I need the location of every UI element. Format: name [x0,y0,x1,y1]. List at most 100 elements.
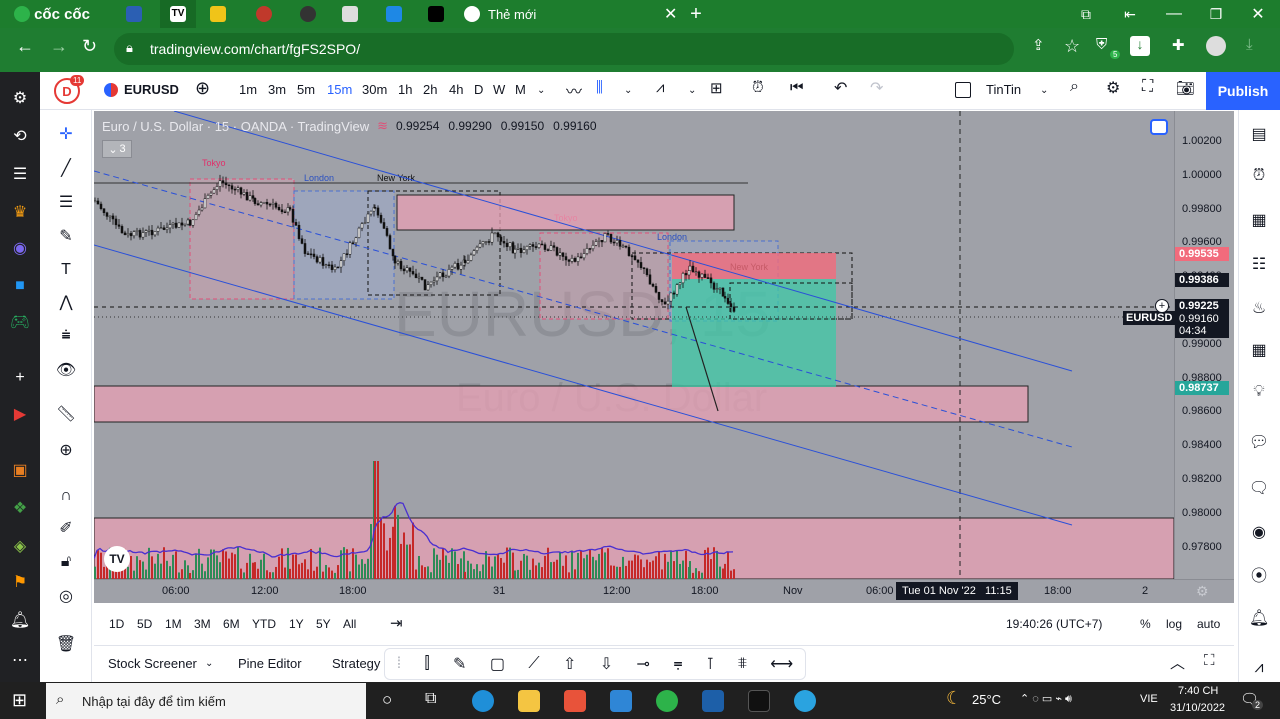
arrow-down-icon[interactable]: ⇩ [599,656,614,673]
windows-start-icon[interactable]: ⊞ [12,690,28,710]
text-tool-icon[interactable]: T [61,261,71,278]
collapse-indicators-button[interactable]: ⌄ 3 [102,140,132,158]
messenger-icon[interactable]: ◉ [13,240,27,257]
tab-pine-editor[interactable]: Pine Editor [238,656,302,671]
clock-time[interactable]: 7:40 CH [1178,685,1219,697]
messages-icon[interactable]: 🗨︎ [1248,480,1270,497]
tab-5[interactable] [296,0,320,28]
time-axis[interactable] [94,579,1234,603]
trend-help-icon[interactable]: ⩘ [1254,659,1264,676]
range-1d[interactable]: 1D [109,617,125,631]
zoom-in-icon[interactable]: ⊕ [59,442,73,459]
metatrader-icon[interactable] [702,690,724,712]
tab-6[interactable] [338,0,362,28]
snapshot-camera-icon[interactable]: 📷︎ [1176,80,1196,97]
replay-icon[interactable]: ⏮ [790,79,804,96]
live-icon[interactable]: ⦿ [1250,568,1267,585]
fullscreen-icon[interactable]: ⛶ [1142,78,1154,95]
tray-icons[interactable]: ⌃ ◌ ▭ ⌁ 🔊︎ [1020,693,1072,705]
user-avatar[interactable]: D [54,78,80,104]
tradingview-logo-icon[interactable]: TV [104,546,130,572]
brush-tool-icon[interactable]: ✎ [453,656,467,673]
close-window-button[interactable]: ✕ [1251,6,1265,23]
log-toggle[interactable]: log [1166,617,1183,631]
youtube-icon[interactable]: ▶ [13,406,27,423]
pin-icon[interactable]: ⇤ [1124,5,1136,22]
back-icon[interactable]: ← [16,36,34,56]
interval-1m[interactable]: 1m [239,82,258,97]
telegram-icon[interactable] [794,690,816,712]
forward-icon[interactable]: → [50,36,68,56]
symbol-search[interactable]: EURUSD [124,82,179,97]
chart-type-dropdown-icon[interactable]: ⌄ [624,85,633,96]
interval-2h[interactable]: 2h [423,82,438,97]
temperature[interactable]: 25°C [972,692,1002,707]
tab-7[interactable] [382,0,406,28]
prediction-icon[interactable]: ⩧ [61,327,71,344]
range-3m[interactable]: 3M [194,617,211,631]
tab-strategy[interactable]: Strategy [332,656,381,671]
interval-dropdown-icon[interactable]: ⌄ [537,85,546,96]
interval-W[interactable]: W [493,82,506,97]
extension-shield-icon[interactable]: ⛨ [1096,36,1108,53]
demand-zone[interactable] [93,385,1029,423]
range-6m[interactable]: 6M [223,617,240,631]
sync-icon[interactable] [1150,119,1168,135]
new-tab-button[interactable]: + [690,2,702,25]
cortana-icon[interactable]: ○ [382,690,393,709]
expand-panel-icon[interactable]: ︿ [1170,655,1186,672]
coccoc-taskbar-icon[interactable] [656,690,678,712]
channel-lower[interactable] [93,244,1073,526]
profile-avatar[interactable] [1206,36,1226,56]
price-axis[interactable] [1174,111,1234,579]
horizontal-ray-icon[interactable]: ⊸ [636,656,650,673]
interval-15m[interactable]: 15m [327,82,353,97]
magnet-icon[interactable]: ∩ [60,487,72,504]
visibility-icon[interactable]: ◎ [59,588,73,605]
arrow-up-icon[interactable]: ⇧ [562,656,577,673]
drag-handle-icon[interactable]: ⁞ [396,655,402,672]
reading-list-icon[interactable]: ☰ [12,166,28,183]
undo-icon[interactable]: ↶ [834,80,848,97]
chart-type-line-icon[interactable]: 〰 [566,84,583,101]
url-field[interactable]: 🔒︎ tradingview.com/chart/fgFS2SPO/ [114,33,1014,65]
chart-svg[interactable]: EURUSD, 15 Euro / U.S. Dollar Tokyo Lond… [93,110,1175,580]
history-icon[interactable]: ⟲ [13,128,27,145]
browser-brand[interactable]: cốc cốc [4,0,100,28]
file-explorer-icon[interactable] [518,690,540,712]
edge-icon[interactable] [472,690,494,712]
data-window-icon[interactable]: ☷ [1251,256,1267,273]
close-tab-icon[interactable]: ✕ [664,6,678,23]
projection-arrow[interactable] [685,306,719,412]
streams-icon[interactable]: ◉ [1252,524,1266,541]
rectangle-tool-icon[interactable]: ▢ [489,656,505,673]
notification-bell-icon[interactable]: 🔔︎ [9,612,31,629]
eye-icon[interactable]: 👁︎ [55,362,77,379]
date-range-icon[interactable]: ⟷ [770,656,794,673]
range-5d[interactable]: 5D [137,617,153,631]
crown-icon[interactable]: ♛ [12,204,28,221]
range-all[interactable]: All [343,617,357,631]
interval-M[interactable]: M [515,82,526,97]
chats-icon[interactable]: 💬︎ [1248,434,1270,451]
gift-icon[interactable]: ❖ [12,500,28,517]
price-range-icon[interactable]: ⊺ [706,656,715,673]
notifications-icon[interactable]: 🔔︎ [1248,610,1270,627]
zalo-icon[interactable]: ■ [15,277,25,294]
brush-icon[interactable]: ✎ [59,228,73,245]
settings-gear-icon[interactable]: ⚙ [12,90,28,107]
lock-icon[interactable]: 🔓︎ [60,553,72,570]
legend-title[interactable]: Euro / U.S. Dollar · 15 · OANDA · Tradin… [102,118,370,134]
tab-new[interactable]: Thẻ mới ✕ [458,0,688,28]
percent-toggle[interactable]: % [1140,617,1151,631]
tab-4[interactable] [252,0,276,28]
tab-8[interactable] [424,0,448,28]
hotlists-icon[interactable]: ♨ [1251,300,1267,317]
more-icon[interactable]: ⋯ [12,652,28,669]
bookmark-star-icon[interactable]: ☆ [1064,36,1081,56]
tab-stock-screener[interactable]: Stock Screener [108,656,197,671]
trend-line-icon[interactable]: ╱ [61,160,71,177]
stop-loss-area[interactable] [672,253,836,279]
watchlist-icon[interactable]: ▤ [1251,126,1267,143]
deals-icon[interactable]: ⚑ [12,574,28,591]
